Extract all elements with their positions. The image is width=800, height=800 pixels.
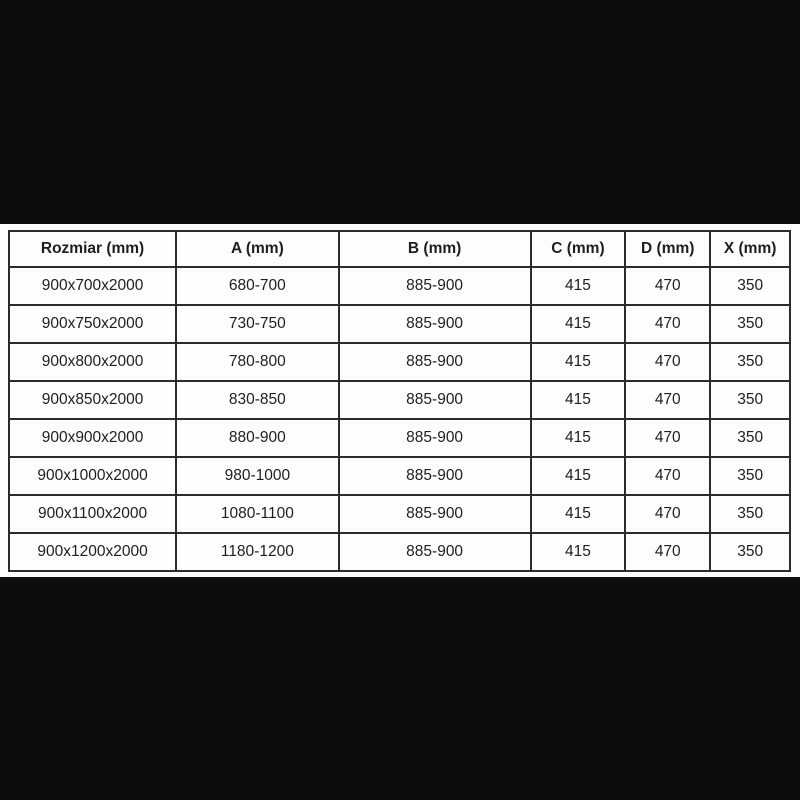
table-cell: 350 (709, 342, 791, 382)
table-cell: 350 (709, 418, 791, 458)
column-header: Rozmiar (mm) (7, 230, 178, 268)
table-cell: 350 (709, 532, 791, 572)
table-row: 900x850x2000 830-850 885-900 415 470 350 (7, 380, 791, 420)
column-header: D (mm) (624, 230, 712, 268)
table-cell: 415 (529, 494, 627, 534)
table-cell: 730-750 (175, 304, 340, 344)
table-cell: 885-900 (337, 532, 532, 572)
column-header: A (mm) (175, 230, 340, 268)
table-cell: 900x800x2000 (7, 342, 178, 382)
table-cell: 350 (709, 380, 791, 420)
table-cell: 885-900 (337, 266, 532, 306)
table-cell: 900x900x2000 (7, 418, 178, 458)
spec-table: Rozmiar (mm) A (mm) B (mm) C (mm) D (mm) X (m… (7, 230, 791, 572)
table-cell: 885-900 (337, 456, 532, 496)
table-cell: 415 (529, 304, 627, 344)
table-cell: 415 (529, 418, 627, 458)
table-row: 900x900x2000 880-900 885-900 415 470 350 (7, 418, 791, 458)
table-cell: 885-900 (337, 342, 532, 382)
table-cell: 470 (624, 380, 712, 420)
table-cell: 415 (529, 266, 627, 306)
table-row: 900x700x2000 680-700 885-900 415 470 350 (7, 266, 791, 306)
table-row: 900x750x2000 730-750 885-900 415 470 350 (7, 304, 791, 344)
table-cell: 415 (529, 342, 627, 382)
table-row: 900x800x2000 780-800 885-900 415 470 350 (7, 342, 791, 382)
table-cell: 470 (624, 494, 712, 534)
table-cell: 830-850 (175, 380, 340, 420)
table-cell: 885-900 (337, 304, 532, 344)
table-cell: 900x850x2000 (7, 380, 178, 420)
column-header: C (mm) (529, 230, 627, 268)
table-cell: 470 (624, 418, 712, 458)
table-row: 900x1200x2000 1180-1200 885-900 415 470 350 (7, 532, 791, 572)
table-cell: 470 (624, 532, 712, 572)
table-band: Rozmiar (mm) A (mm) B (mm) C (mm) D (mm) X (m… (0, 224, 800, 577)
table-cell: 780-800 (175, 342, 340, 382)
table-cell: 980-1000 (175, 456, 340, 496)
table-cell: 470 (624, 304, 712, 344)
table-row: 900x1000x2000 980-1000 885-900 415 470 350 (7, 456, 791, 496)
column-header: X (mm) (709, 230, 791, 268)
table-cell: 900x700x2000 (7, 266, 178, 306)
table-cell: 900x1100x2000 (7, 494, 178, 534)
spec-table-body: 900x700x2000 680-700 885-900 415 470 350 900x7… (7, 266, 791, 572)
table-cell: 900x1200x2000 (7, 532, 178, 572)
table-cell: 470 (624, 342, 712, 382)
table-cell: 900x750x2000 (7, 304, 178, 344)
table-cell: 415 (529, 380, 627, 420)
column-header: B (mm) (337, 230, 532, 268)
table-cell: 1180-1200 (175, 532, 340, 572)
table-cell: 470 (624, 266, 712, 306)
table-cell: 885-900 (337, 418, 532, 458)
table-cell: 350 (709, 266, 791, 306)
table-cell: 350 (709, 494, 791, 534)
table-cell: 880-900 (175, 418, 340, 458)
table-cell: 415 (529, 456, 627, 496)
table-cell: 900x1000x2000 (7, 456, 178, 496)
table-cell: 1080-1100 (175, 494, 340, 534)
header-row: Rozmiar (mm) A (mm) B (mm) C (mm) D (mm) X (m… (7, 230, 791, 268)
table-cell: 470 (624, 456, 712, 496)
table-cell: 885-900 (337, 494, 532, 534)
table-cell: 680-700 (175, 266, 340, 306)
table-cell: 350 (709, 304, 791, 344)
table-row: 900x1100x2000 1080-1100 885-900 415 470 350 (7, 494, 791, 534)
table-cell: 350 (709, 456, 791, 496)
table-cell: 885-900 (337, 380, 532, 420)
table-cell: 415 (529, 532, 627, 572)
spec-table-header: Rozmiar (mm) A (mm) B (mm) C (mm) D (mm) X (m… (7, 230, 791, 268)
